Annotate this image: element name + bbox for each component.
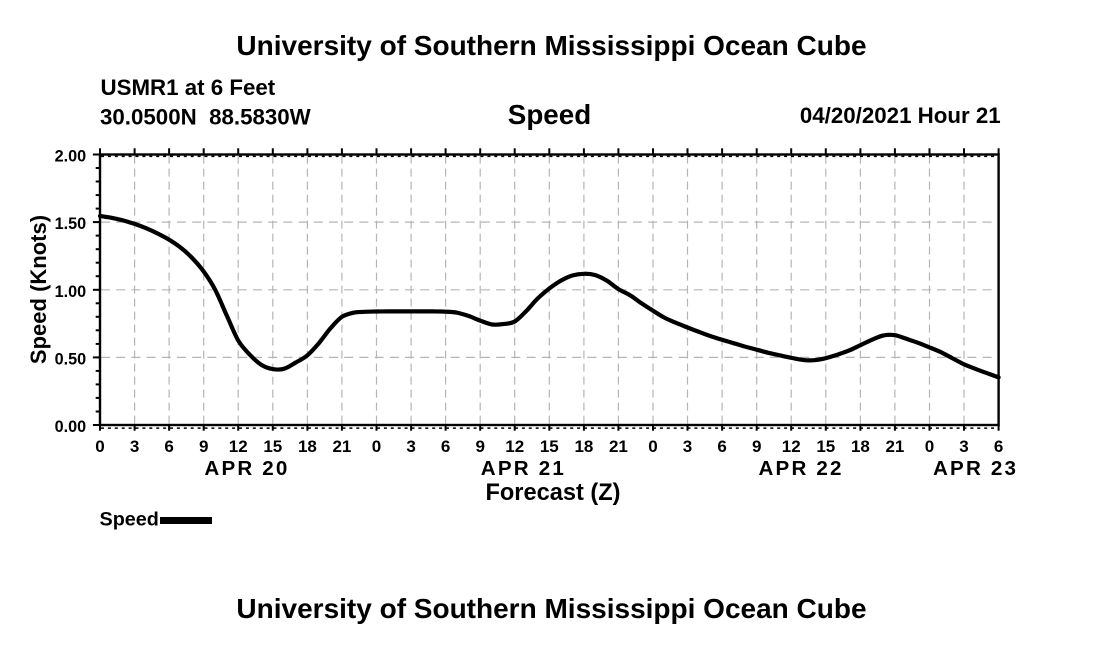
svg-text:6: 6 (164, 437, 173, 456)
svg-text:Forecast (Z): Forecast (Z) (485, 480, 620, 506)
svg-text:6: 6 (441, 437, 450, 456)
svg-text:2.00: 2.00 (55, 148, 87, 166)
svg-text:18: 18 (298, 437, 317, 456)
svg-text:21: 21 (609, 437, 628, 456)
svg-text:12: 12 (505, 437, 524, 456)
svg-text:3: 3 (406, 437, 415, 456)
svg-text:6: 6 (717, 437, 726, 456)
svg-text:15: 15 (816, 437, 835, 456)
svg-text:3: 3 (130, 437, 139, 456)
svg-text:9: 9 (199, 437, 208, 456)
svg-text:9: 9 (475, 437, 484, 456)
svg-text:1.00: 1.00 (55, 283, 87, 301)
svg-text:1.50: 1.50 (55, 215, 87, 233)
svg-text:18: 18 (851, 437, 870, 456)
svg-text:12: 12 (782, 437, 801, 456)
svg-text:APR 21: APR 21 (481, 457, 564, 480)
svg-text:9: 9 (752, 437, 761, 456)
svg-text:Speed: Speed (100, 508, 159, 530)
svg-text:0: 0 (372, 437, 381, 456)
svg-text:21: 21 (332, 437, 351, 456)
svg-text:0: 0 (95, 437, 104, 456)
svg-text:3: 3 (959, 437, 968, 456)
svg-text:30.0500N 88.5830W: 30.0500N 88.5830W (100, 104, 312, 129)
svg-text:6: 6 (994, 437, 1003, 456)
svg-text:Speed: Speed (508, 99, 591, 130)
svg-text:University of Southern Mississ: University of Southern Mississippi Ocean… (236, 30, 866, 61)
svg-text:0.50: 0.50 (55, 350, 87, 368)
svg-text:University of Southern Mississ: University of Southern Mississippi Ocean… (236, 593, 866, 624)
svg-text:15: 15 (263, 437, 282, 456)
svg-text:APR 23: APR 23 (933, 457, 1016, 480)
svg-text:04/20/2021 Hour 21: 04/20/2021 Hour 21 (800, 103, 1001, 128)
svg-text:USMR1 at 6 Feet: USMR1 at 6 Feet (101, 75, 276, 100)
svg-text:0: 0 (925, 437, 934, 456)
svg-text:APR 20: APR 20 (204, 457, 287, 480)
svg-text:15: 15 (540, 437, 559, 456)
svg-text:12: 12 (229, 437, 248, 456)
svg-text:0.00: 0.00 (55, 418, 87, 436)
svg-text:3: 3 (683, 437, 692, 456)
svg-text:21: 21 (885, 437, 904, 456)
svg-text:APR 22: APR 22 (759, 457, 842, 480)
svg-text:0: 0 (648, 437, 657, 456)
svg-text:18: 18 (574, 437, 593, 456)
svg-text:Speed (Knots): Speed (Knots) (26, 215, 51, 364)
